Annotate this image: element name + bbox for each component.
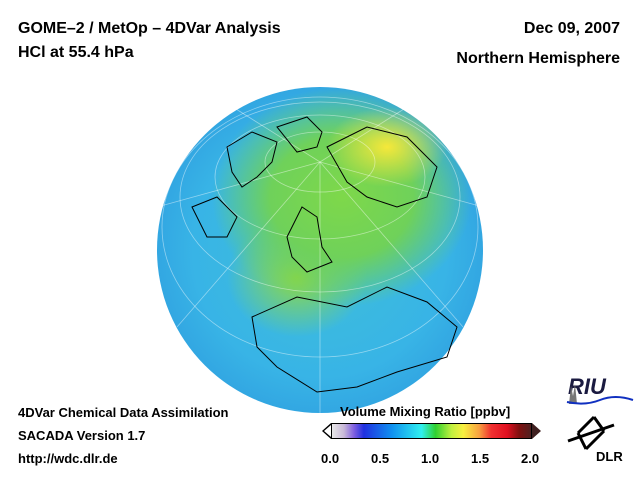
footer-line-2: SACADA Version 1.7 <box>18 428 146 443</box>
footer-line-3[interactable]: http://wdc.dlr.de <box>18 451 118 466</box>
map-date: Dec 09, 2007 <box>523 20 620 37</box>
colorbar-tick: 1.5 <box>471 451 490 466</box>
riu-logo-graphic <box>566 384 634 405</box>
colorbar-tick: 1.0 <box>421 451 440 466</box>
colorbar <box>331 423 532 439</box>
colorbar-label: Volume Mixing Ratio [ppbv] <box>340 404 511 419</box>
footer-line-1: 4DVar Chemical Data Assimilation <box>18 405 229 420</box>
colorbar-min-arrow-fill <box>324 425 331 437</box>
colorbar-max-arrow <box>532 423 541 439</box>
colorbar-tick: 0.0 <box>321 451 340 466</box>
graticule-and-coastlines <box>157 96 483 413</box>
dlr-logo-text: DLR <box>596 449 623 464</box>
hemisphere-globe-map <box>157 87 483 413</box>
colorbar-tick: 2.0 <box>521 451 540 466</box>
map-subtitle: HCl at 55.4 hPa <box>18 44 134 61</box>
colorbar-tick: 0.5 <box>371 451 390 466</box>
map-title: GOME–2 / MetOp – 4DVar Analysis <box>18 20 281 37</box>
map-region: Northern Hemisphere <box>456 50 620 67</box>
dlr-logo-icon <box>567 415 615 451</box>
